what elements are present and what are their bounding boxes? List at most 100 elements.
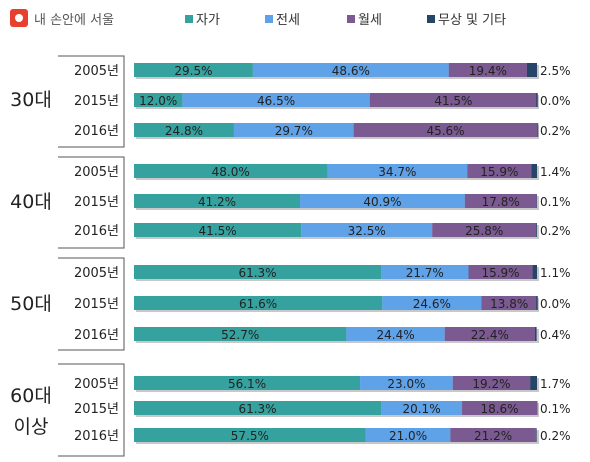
bar-segment xyxy=(467,164,532,178)
bar-segment xyxy=(365,428,451,442)
data-label: 21.0% xyxy=(389,429,427,443)
group-bracket xyxy=(58,363,125,457)
group-label: 30대 xyxy=(10,89,52,111)
data-label: 13.8% xyxy=(490,297,528,311)
data-label: 41.5% xyxy=(199,224,237,238)
group-bracket xyxy=(58,257,125,351)
bar-segment xyxy=(448,63,527,77)
group-bracket xyxy=(58,55,125,148)
data-label: 18.6% xyxy=(480,402,518,416)
bar-segment xyxy=(382,296,482,310)
bar-segment xyxy=(369,93,537,107)
data-label: 19.4% xyxy=(469,64,507,78)
bar-segment xyxy=(360,376,453,390)
data-label: 61.3% xyxy=(238,402,276,416)
bar-segment xyxy=(300,194,465,208)
data-label: 24.6% xyxy=(413,297,451,311)
bar-segment xyxy=(134,376,361,390)
data-label: 2.5% xyxy=(540,64,571,78)
bar-segment xyxy=(432,223,537,237)
year-label: 2016년 xyxy=(74,429,119,444)
year-label: 2005년 xyxy=(74,266,119,281)
data-label: 15.9% xyxy=(481,266,519,280)
group-bracket xyxy=(58,156,125,249)
bar-segment xyxy=(134,428,366,442)
data-label: 0.0% xyxy=(540,297,571,311)
bar-segment xyxy=(531,164,537,178)
data-label: 34.7% xyxy=(378,165,416,179)
data-label: 61.6% xyxy=(239,297,277,311)
data-label: 23.0% xyxy=(387,377,425,391)
data-label: 1.4% xyxy=(540,165,571,179)
bar-segment xyxy=(381,265,469,279)
data-label: 32.5% xyxy=(348,224,386,238)
bar-segment xyxy=(134,63,253,77)
year-label: 2005년 xyxy=(74,165,119,180)
legend-swatch xyxy=(185,15,193,23)
data-label: 46.5% xyxy=(257,94,295,108)
legend-swatch xyxy=(427,15,435,23)
legend-swatch xyxy=(347,15,355,23)
data-label: 45.6% xyxy=(426,124,464,138)
data-label: 0.2% xyxy=(540,224,571,238)
year-label: 2016년 xyxy=(74,124,119,139)
data-label: 0.4% xyxy=(540,328,571,342)
year-label: 2015년 xyxy=(74,94,119,109)
legend-swatch xyxy=(265,15,273,23)
bar-segment xyxy=(134,164,328,178)
bar-segment xyxy=(532,265,537,279)
data-label: 25.8% xyxy=(465,224,503,238)
legend-label: 무상 및 기타 xyxy=(438,13,506,28)
bar-segment xyxy=(464,194,537,208)
bar-segment xyxy=(134,401,382,415)
data-label: 61.3% xyxy=(238,266,276,280)
legend-label: 월세 xyxy=(358,13,382,28)
group-label: 40대 xyxy=(10,191,52,213)
data-label: 12.0% xyxy=(139,94,177,108)
data-label: 52.7% xyxy=(221,328,259,342)
bar-segment xyxy=(134,265,382,279)
legend-label: 전세 xyxy=(276,13,300,28)
data-label: 21.7% xyxy=(406,266,444,280)
bar-segment xyxy=(134,223,302,237)
seoul-logo-icon xyxy=(10,9,28,27)
group-label: 50대 xyxy=(10,293,52,315)
year-label: 2005년 xyxy=(74,377,119,392)
data-label: 29.5% xyxy=(174,64,212,78)
data-label: 0.0% xyxy=(540,94,571,108)
year-label: 2016년 xyxy=(74,328,119,343)
data-label: 19.2% xyxy=(472,377,510,391)
bar-segment xyxy=(381,401,463,415)
brand-name: 내 손안에 서울 xyxy=(34,13,115,28)
data-label: 15.9% xyxy=(480,165,518,179)
bar-segment xyxy=(534,327,537,341)
data-label: 0.1% xyxy=(540,402,571,416)
data-label: 0.1% xyxy=(540,195,571,209)
bar-segment xyxy=(134,327,347,341)
bar-segment xyxy=(233,123,354,137)
data-label: 40.9% xyxy=(363,195,401,209)
data-label: 21.2% xyxy=(474,429,512,443)
bar-segment xyxy=(327,164,468,178)
bar-segment xyxy=(301,223,433,237)
bar-segment xyxy=(134,296,383,310)
bar-segment xyxy=(452,376,531,390)
data-label: 57.5% xyxy=(231,429,269,443)
bar-segment xyxy=(134,123,234,137)
group-label: 이상 xyxy=(14,416,49,438)
bar-segment xyxy=(462,401,537,415)
data-label: 24.8% xyxy=(165,124,203,138)
year-label: 2005년 xyxy=(74,64,119,79)
data-label: 0.2% xyxy=(540,124,571,138)
data-label: 0.2% xyxy=(540,429,571,443)
year-label: 2015년 xyxy=(74,195,119,210)
bar-segment xyxy=(450,428,536,442)
data-label: 22.4% xyxy=(471,328,509,342)
bar-segment xyxy=(537,123,539,137)
data-label: 24.4% xyxy=(376,328,414,342)
bar-segment xyxy=(252,63,449,77)
data-label: 1.7% xyxy=(540,377,571,391)
bar-segment xyxy=(353,123,538,137)
bar-segment xyxy=(530,376,537,390)
bar-segment xyxy=(134,194,301,208)
